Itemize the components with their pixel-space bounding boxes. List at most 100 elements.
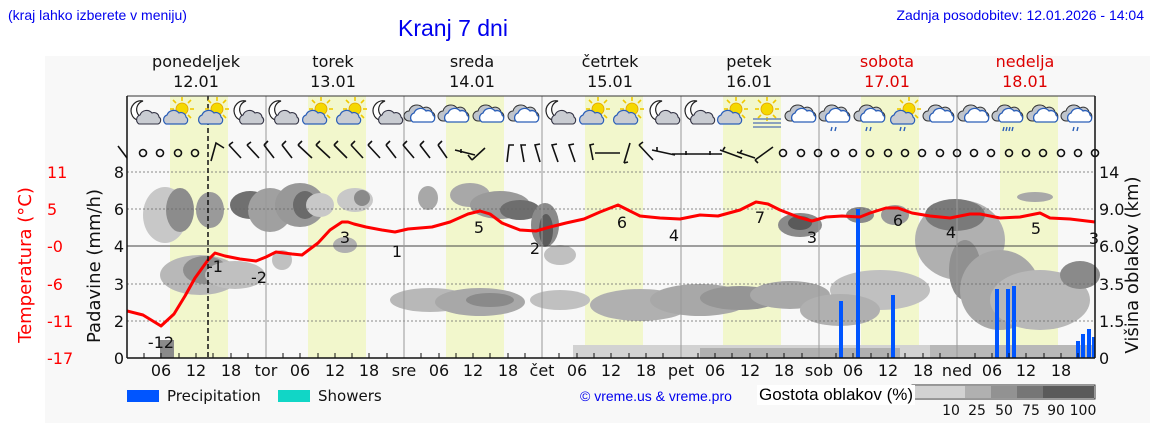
svg-text:3: 3 (114, 275, 124, 294)
day-label-sun: nedelja 18.01 (995, 52, 1055, 91)
day-label-wed: sreda 14.01 (449, 52, 495, 91)
svg-text:18: 18 (1051, 361, 1071, 380)
wind-barbs-row (117, 140, 1100, 164)
svg-text:-1: -1 (207, 257, 223, 276)
svg-text:11: 11 (47, 163, 67, 182)
svg-text:2: 2 (114, 312, 124, 331)
svg-text:-2: -2 (251, 268, 267, 287)
svg-text:ned: ned (942, 361, 972, 380)
svg-text:-0: -0 (47, 237, 63, 256)
temperature-axis-ticks: 11 5 -0 -6 -11 -17 (47, 163, 73, 368)
day-label-fri: petek 16.01 (726, 52, 772, 91)
svg-text:3: 3 (1089, 229, 1099, 248)
location-hint: (kraj lahko izberete v meniju) (8, 7, 187, 23)
svg-text:-11: -11 (47, 312, 73, 331)
svg-text:12: 12 (740, 361, 760, 380)
svg-text:100: 100 (1070, 403, 1097, 419)
day-label-mon: ponedeljek 12.01 (152, 52, 240, 91)
cloud-height-axis-ticks: 14 9.0 6.0 3.5 1.5 0 (1099, 163, 1124, 368)
cloud-height-axis-title: Višina oblakov (km) (1122, 176, 1143, 353)
cloud-density-layer (143, 183, 1100, 358)
svg-text:90: 90 (1047, 403, 1065, 419)
svg-text:čet: čet (530, 361, 555, 380)
temperature-line (126, 200, 1096, 328)
svg-text:tor: tor (255, 361, 278, 380)
precip-axis-title: Padavine (mm/h) (84, 189, 105, 343)
precipitation-swatch (127, 390, 159, 402)
day-label-sat: sobota 17.01 (859, 52, 915, 91)
svg-text:06: 06 (151, 361, 171, 380)
day-label-tue: torek 13.01 (310, 52, 356, 91)
page-title: Kranj 7 dni (398, 15, 508, 41)
svg-text:-6: -6 (47, 275, 63, 294)
svg-text:3.5: 3.5 (1099, 275, 1124, 294)
showers-swatch (278, 390, 310, 402)
credit-link[interactable]: © vreme.us & vreme.pro (580, 388, 732, 404)
svg-text:5: 5 (1031, 219, 1041, 238)
svg-text:12: 12 (186, 361, 206, 380)
cloud-density-label: Gostota oblakov (%) (757, 385, 916, 405)
svg-text:3: 3 (340, 228, 350, 247)
day-label-thu: četrtek 15.01 (581, 52, 639, 91)
precipitation-legend-label: Precipitation (167, 387, 261, 405)
svg-text:-12: -12 (148, 333, 174, 352)
svg-text:5: 5 (47, 200, 57, 219)
precip-axis-ticks: 8 6 4 3 2 0 (114, 163, 124, 368)
svg-text:4: 4 (669, 226, 679, 245)
svg-text:75: 75 (1022, 403, 1040, 419)
svg-text:-17: -17 (47, 349, 73, 368)
svg-text:2: 2 (530, 239, 540, 258)
svg-text:6: 6 (114, 200, 124, 219)
svg-text:10: 10 (942, 403, 960, 419)
svg-text:06: 06 (705, 361, 725, 380)
temperature-axis-panel (45, 56, 80, 423)
svg-text:1.5: 1.5 (1099, 312, 1124, 331)
svg-text:1: 1 (392, 242, 402, 261)
svg-text:25: 25 (968, 403, 986, 419)
x-axis-ticks (143, 353, 1079, 358)
svg-text:06: 06 (982, 361, 1002, 380)
svg-text:9.0: 9.0 (1099, 200, 1124, 219)
precipitation-bars (839, 209, 1095, 358)
svg-text:12: 12 (325, 361, 345, 380)
svg-text:06: 06 (843, 361, 863, 380)
cloud-density-scale-labels: 10 25 50 75 90 100 (942, 403, 1096, 419)
svg-text:12: 12 (1016, 361, 1036, 380)
svg-text:18: 18 (636, 361, 656, 380)
x-axis-labels: 06 12 18 tor 06 12 18 sre 06 12 18 čet 0… (151, 361, 1071, 380)
svg-text:0: 0 (114, 349, 124, 368)
svg-text:18: 18 (498, 361, 518, 380)
day-header-row: ponedeljek 12.01 torek 13.01 sreda 14.01 če… (0, 52, 1152, 96)
temperature-axis-title: Temperatura (°C) (15, 187, 36, 344)
temperature-labels: -12 -1 -2 3 1 5 2 6 4 7 3 6 4 5 3 (148, 208, 1099, 352)
day-separators (265, 96, 958, 358)
svg-text:06: 06 (567, 361, 587, 380)
svg-text:4: 4 (114, 237, 124, 256)
svg-text:4: 4 (946, 223, 956, 242)
svg-text:18: 18 (913, 361, 933, 380)
svg-text:8: 8 (114, 163, 124, 182)
cloud-density-scale (911, 384, 1096, 400)
last-update: Zadnja posodobitev: 12.01.2026 - 14:04 (896, 7, 1144, 23)
svg-text:5: 5 (474, 218, 484, 237)
svg-text:06: 06 (290, 361, 310, 380)
svg-text:sob: sob (805, 361, 833, 380)
svg-text:0: 0 (1099, 349, 1109, 368)
svg-text:6: 6 (893, 211, 903, 230)
svg-text:12: 12 (601, 361, 621, 380)
svg-text:18: 18 (359, 361, 379, 380)
svg-text:sre: sre (392, 361, 416, 380)
svg-text:14: 14 (1099, 163, 1119, 182)
svg-text:50: 50 (995, 403, 1013, 419)
svg-text:pet: pet (668, 361, 694, 380)
showers-legend-label: Showers (318, 387, 382, 405)
svg-text:6: 6 (617, 213, 627, 232)
svg-text:6.0: 6.0 (1099, 237, 1124, 256)
svg-text:12: 12 (463, 361, 483, 380)
svg-text:18: 18 (221, 361, 241, 380)
svg-text:12: 12 (878, 361, 898, 380)
svg-text:7: 7 (755, 208, 765, 227)
svg-text:3: 3 (807, 228, 817, 247)
svg-text:18: 18 (774, 361, 794, 380)
